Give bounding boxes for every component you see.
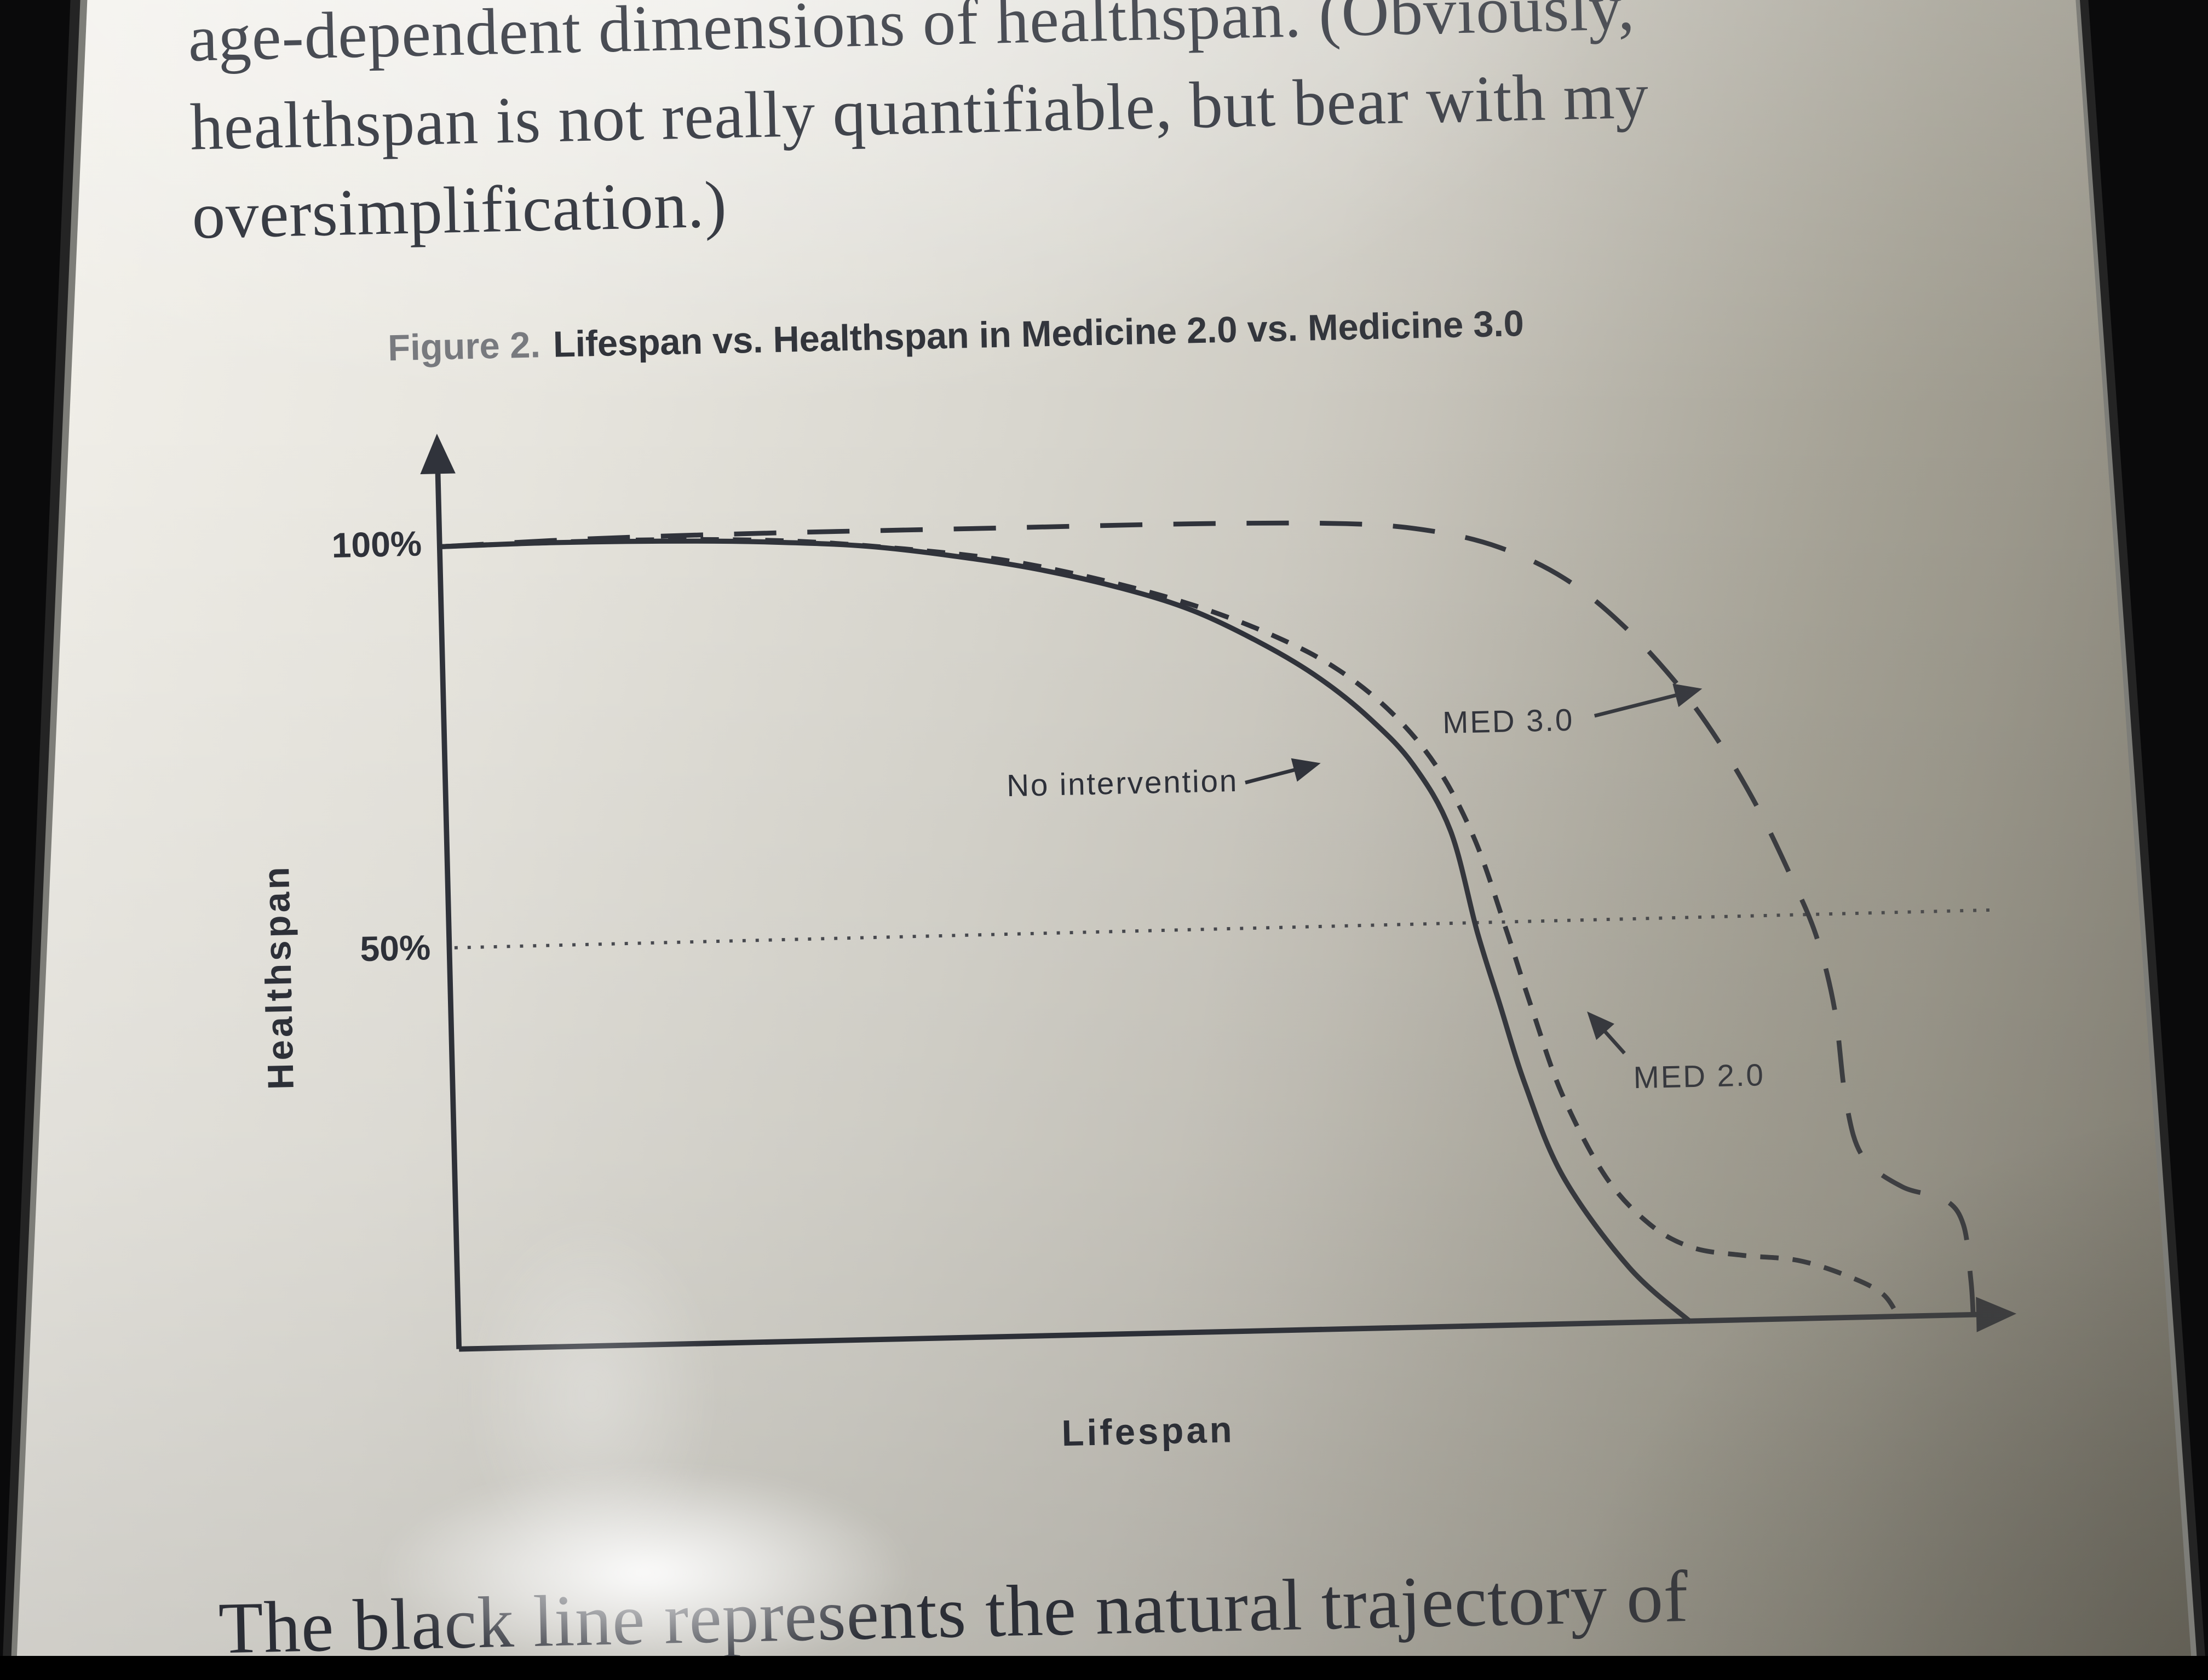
no-intervention-curve bbox=[441, 538, 1693, 1325]
y-axis bbox=[420, 433, 462, 1349]
med-2-curve bbox=[441, 537, 1901, 1319]
x-axis-label: Lifespan bbox=[1061, 1408, 1235, 1454]
annotation-no-intervention: No intervention bbox=[1006, 763, 1239, 803]
med-3-arrow bbox=[1594, 683, 1703, 718]
annotation-med-2: MED 2.0 bbox=[1633, 1057, 1766, 1096]
med-2-arrow bbox=[1587, 1011, 1626, 1055]
annotation-med-3: MED 3.0 bbox=[1442, 702, 1574, 740]
y-axis-label: Healthspan bbox=[255, 864, 302, 1090]
no-intervention-arrow bbox=[1245, 758, 1321, 785]
x-axis bbox=[459, 1297, 2017, 1352]
fifty-percent-dotted-line bbox=[454, 908, 1991, 950]
med-3-curve bbox=[441, 520, 1976, 1316]
